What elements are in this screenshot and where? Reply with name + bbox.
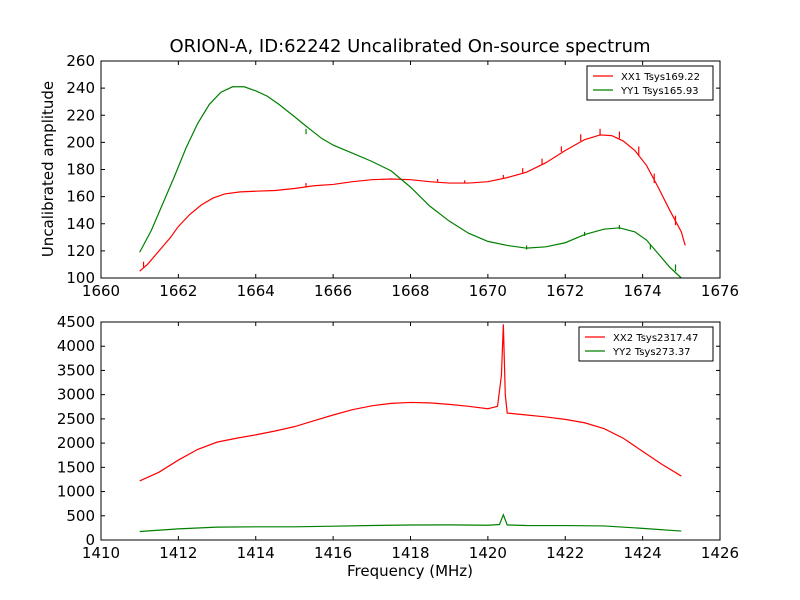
top-y-tick-label: 100: [66, 269, 95, 287]
bottom-y-tick-label: 3000: [57, 386, 95, 404]
top-plot-area: 1660 1662 1664 1666 1668 1670 1672 1674 1676 100 1…: [66, 52, 739, 300]
bottom-series-1-line: [139, 324, 682, 482]
bottom-x-tick-label: 1410: [82, 544, 120, 562]
top-y-tick-label: 180: [66, 161, 95, 179]
bottom-plot-area: 1410 1412 1414 1416 1418 1420 1422 1424 1426 0 500…: [57, 313, 739, 562]
top-y-axis-label: Uncalibrated amplitude: [39, 81, 57, 257]
bottom-y-tick-label: 4000: [57, 337, 95, 355]
top-legend: XX1 Tsys169.22 YY1 Tsys165.93: [586, 65, 714, 101]
top-legend-label: XX1 Tsys169.22: [621, 72, 700, 83]
top-y-tick-label: 220: [66, 106, 95, 124]
bottom-y-tick-label: 1000: [57, 483, 95, 501]
bottom-x-tick-label: 1416: [314, 544, 352, 562]
top-x-tick-label: 1660: [82, 282, 120, 300]
top-x-tick-label: 1674: [624, 282, 662, 300]
bottom-y-tick-label: 2000: [57, 434, 95, 452]
bottom-y-tick-label: 4500: [57, 313, 95, 331]
top-y-tick-label: 200: [66, 133, 95, 151]
top-series-1-line: [139, 134, 686, 272]
top-series-2-line: [139, 86, 682, 279]
bottom-x-tick-label: 1418: [391, 544, 429, 562]
bottom-x-tick-label: 1426: [701, 544, 739, 562]
top-legend-box: [586, 65, 714, 101]
top-x-tick-label: 1666: [314, 282, 352, 300]
top-y-tick-label: 140: [66, 215, 95, 233]
bottom-x-tick-label: 1424: [624, 544, 662, 562]
bottom-x-tick-label: 1412: [159, 544, 197, 562]
bottom-y-tick-label: 2500: [57, 410, 95, 428]
top-y-tick-label: 120: [66, 242, 95, 260]
top-panel: ORION-A, ID:62242 Uncalibrated On-source…: [39, 36, 739, 300]
top-x-tick-label: 1662: [159, 282, 197, 300]
bottom-legend: XX2 Tsys2317.47 YY2 Tsys273.37: [578, 326, 714, 362]
bottom-x-tick-label: 1420: [469, 544, 507, 562]
bottom-y-tick-label: 1500: [57, 458, 95, 476]
top-x-tick-label: 1676: [701, 282, 739, 300]
bottom-legend-label: YY2 Tsys273.37: [612, 347, 691, 358]
bottom-x-axis-label: Frequency (MHz): [347, 562, 473, 580]
bottom-y-tick-label: 3500: [57, 361, 95, 379]
bottom-panel: Frequency (MHz) 1410 1412 1414 1416 1418 1420…: [57, 313, 739, 580]
bottom-legend-box: [578, 326, 714, 362]
bottom-y-tick-label: 0: [85, 531, 95, 549]
top-y-tick-label: 240: [66, 79, 95, 97]
top-x-tick-label: 1664: [237, 282, 275, 300]
top-chart-title: ORION-A, ID:62242 Uncalibrated On-source…: [169, 36, 650, 57]
bottom-series-2-line: [139, 513, 682, 533]
bottom-x-tick-label: 1414: [237, 544, 275, 562]
top-x-tick-label: 1668: [391, 282, 429, 300]
top-x-tick-label: 1672: [546, 282, 584, 300]
top-legend-label: YY1 Tsys165.93: [620, 86, 699, 97]
top-x-tick-label: 1670: [469, 282, 507, 300]
top-y-tick-label: 260: [66, 52, 95, 70]
bottom-y-tick-label: 500: [66, 507, 95, 525]
top-y-tick-label: 160: [66, 188, 95, 206]
bottom-legend-label: XX2 Tsys2317.47: [613, 333, 698, 344]
bottom-x-tick-label: 1422: [546, 544, 584, 562]
